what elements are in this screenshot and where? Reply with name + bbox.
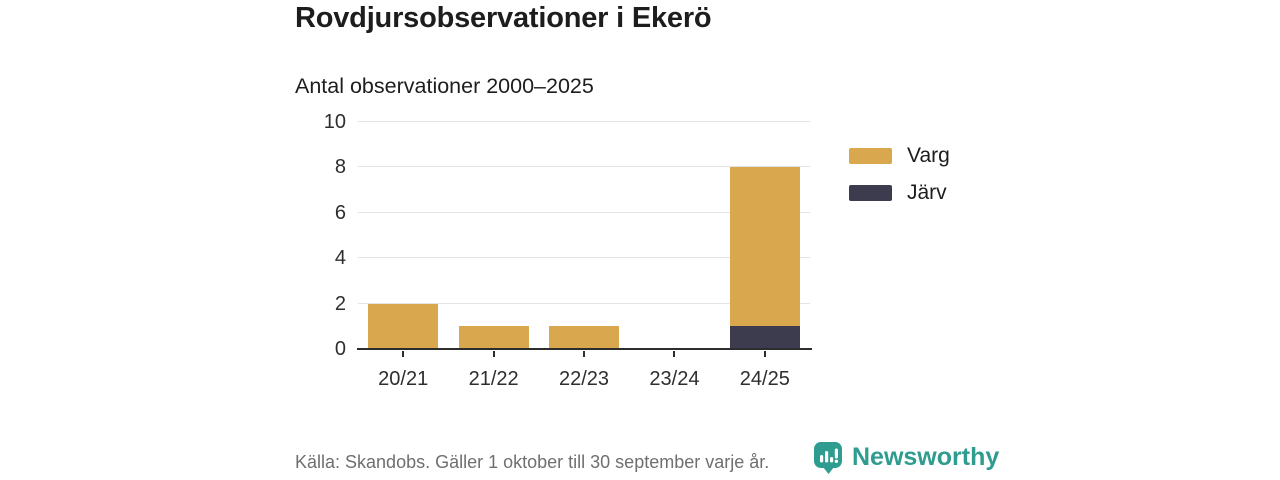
- chart-title: Rovdjursobservationer i Ekerö: [295, 2, 712, 34]
- gridline: [358, 121, 810, 122]
- bar-slot: 22/23: [539, 122, 629, 390]
- x-tick: [583, 351, 586, 357]
- bar-segment-varg: [729, 167, 800, 327]
- x-tick: [673, 351, 676, 357]
- y-tick-label: 8: [334, 156, 346, 179]
- bar-slot: 24/25: [720, 122, 810, 390]
- y-tick-label: 2: [334, 292, 346, 315]
- legend-swatch: [849, 185, 892, 201]
- bar-stack: [729, 167, 800, 349]
- legend-label: Järv: [907, 181, 947, 204]
- bar-stack: [549, 326, 620, 349]
- brand-logo: Newsworthy: [813, 441, 999, 475]
- bar-slot: 23/24: [629, 122, 719, 390]
- brand-wordmark: Newsworthy: [852, 443, 1000, 471]
- x-axis-line: [357, 348, 812, 350]
- x-tick: [763, 351, 766, 357]
- y-tick-label: 4: [334, 247, 346, 270]
- y-tick-label: 6: [334, 201, 346, 224]
- plot-area: 20/21 21/22 22/23 23/24 24/25: [357, 121, 812, 390]
- bar-segment-järv: [729, 326, 800, 349]
- gridline: [358, 302, 810, 304]
- bar-segment-varg: [368, 303, 439, 349]
- x-tick-label: 20/21: [378, 368, 429, 390]
- bar-slot: 20/21: [358, 122, 448, 390]
- x-tick: [402, 351, 405, 357]
- gridline: [358, 166, 810, 168]
- x-tick-label: 23/24: [649, 368, 700, 390]
- y-axis: 0 2 4 6 8 10: [0, 111, 346, 360]
- gridline: [358, 211, 810, 213]
- bar-segment-varg: [549, 326, 620, 349]
- bar-slot: 21/22: [448, 122, 538, 390]
- gridline: [358, 257, 810, 259]
- legend-item: Varg: [849, 144, 950, 168]
- bar-segment-varg: [458, 326, 529, 349]
- bars-container: 20/21 21/22 22/23 23/24 24/25: [358, 122, 810, 390]
- newsworthy-icon: [814, 442, 842, 474]
- legend-label: Varg: [907, 144, 950, 167]
- chart-subtitle: Antal observationer 2000–2025: [295, 74, 594, 98]
- legend-swatch: [849, 148, 892, 164]
- x-tick: [492, 351, 495, 357]
- x-tick-label: 21/22: [468, 368, 519, 390]
- x-tick-label: 24/25: [739, 368, 790, 390]
- source-note: Källa: Skandobs. Gäller 1 oktober till 3…: [295, 452, 770, 472]
- legend: Varg Järv: [849, 144, 950, 218]
- x-tick-label: 22/23: [558, 368, 610, 390]
- legend-item: Järv: [849, 181, 950, 205]
- bar-stack: [458, 326, 529, 349]
- y-tick-label: 0: [334, 338, 346, 360]
- bar-stack: [368, 303, 439, 349]
- y-tick-label: 10: [323, 111, 346, 133]
